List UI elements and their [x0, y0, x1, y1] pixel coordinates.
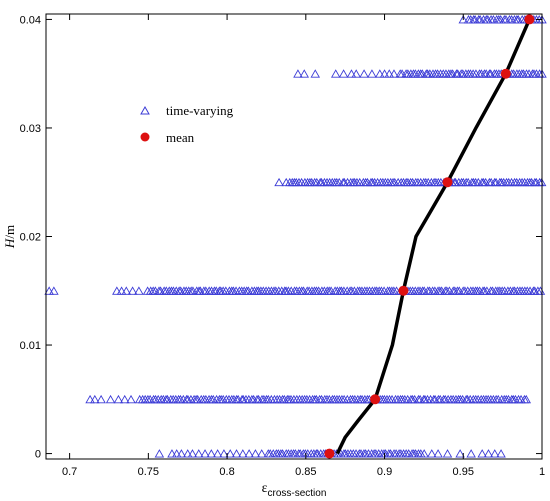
- axes: [45, 13, 543, 460]
- legend-marker-mean: [140, 132, 150, 142]
- point-time-varying: [121, 286, 132, 295]
- point-time-varying: [49, 286, 59, 295]
- point-time-varying: [238, 449, 248, 458]
- point-mean: [370, 394, 381, 405]
- x-tick-label: 0.85: [295, 466, 316, 478]
- point-time-varying: [182, 449, 193, 458]
- y-tick-label: 0.03: [20, 123, 41, 135]
- point-time-varying: [310, 69, 321, 78]
- point-time-varying: [442, 449, 453, 458]
- y-tick-label: 0.04: [20, 14, 41, 26]
- x-tick-label: 0.75: [138, 466, 159, 478]
- x-tick-label: 0.95: [453, 466, 474, 478]
- point-mean: [500, 68, 511, 79]
- point-time-varying: [44, 286, 54, 295]
- y-axis-symbol: H: [2, 238, 17, 249]
- y-axis-unit: /m: [2, 225, 17, 239]
- x-tick-label: 1: [539, 466, 545, 478]
- point-time-varying: [489, 449, 500, 458]
- x-axis-label: εcross-section: [262, 481, 327, 499]
- point-time-varying: [367, 69, 377, 78]
- point-time-varying: [244, 449, 254, 458]
- legend-label-mean: mean: [166, 130, 195, 145]
- marks-layer: [44, 14, 547, 459]
- point-time-varying: [299, 69, 310, 78]
- point-time-varying: [85, 394, 95, 404]
- point-time-varying: [105, 394, 116, 404]
- point-time-varying: [119, 394, 130, 404]
- profile-curve: [335, 18, 532, 455]
- y-tick-label: 0.01: [20, 340, 41, 352]
- x-tick-label: 0.7: [62, 466, 77, 478]
- point-time-varying: [359, 69, 369, 78]
- point-time-varying: [90, 394, 100, 404]
- point-time-varying: [455, 449, 465, 458]
- point-time-varying: [112, 286, 122, 295]
- point-time-varying: [458, 15, 469, 24]
- point-time-varying: [225, 449, 236, 458]
- point-time-varying: [171, 449, 182, 458]
- point-time-varying: [351, 69, 361, 78]
- legend: time-varying mean: [140, 103, 234, 145]
- point-time-varying: [126, 394, 136, 404]
- point-time-varying: [293, 69, 303, 78]
- point-time-varying: [379, 69, 390, 78]
- point-time-varying: [96, 394, 106, 404]
- point-mean: [324, 448, 335, 459]
- point-time-varying: [113, 394, 124, 404]
- point-time-varying: [212, 449, 223, 458]
- x-tick-label: 0.8: [219, 466, 234, 478]
- x-tick-label: 0.9: [377, 466, 392, 478]
- point-time-varying: [200, 449, 210, 458]
- y-tick-label: 0.02: [20, 232, 41, 244]
- point-time-varying: [274, 177, 284, 187]
- point-time-varying: [187, 449, 198, 458]
- point-time-varying: [127, 286, 138, 295]
- point-time-varying: [219, 449, 229, 458]
- point-time-varying: [496, 449, 506, 458]
- point-mean: [398, 285, 409, 296]
- point-time-varying: [250, 449, 261, 458]
- point-time-varying: [330, 69, 341, 78]
- point-time-varying: [389, 69, 399, 78]
- point-time-varying: [384, 69, 395, 78]
- ticks: 0.7 0.75 0.8 0.85 0.9 0.95 1 0 0.01 0.02 0.03 0.04: [20, 14, 545, 478]
- point-time-varying: [427, 449, 437, 458]
- point-time-varying: [116, 286, 127, 295]
- point-time-varying: [477, 449, 487, 458]
- point-time-varying: [256, 449, 267, 458]
- point-time-varying: [466, 449, 476, 458]
- y-tick-label: 0: [35, 449, 41, 461]
- x-axis-symbol: ε: [262, 481, 268, 496]
- point-mean: [442, 177, 453, 188]
- point-time-varying: [231, 449, 242, 458]
- point-time-varying: [176, 449, 187, 458]
- series-time-varying: [44, 15, 547, 458]
- point-time-varying: [167, 449, 177, 458]
- point-time-varying: [375, 69, 385, 78]
- point-time-varying: [433, 449, 443, 458]
- point-time-varying: [154, 449, 165, 458]
- legend-marker-time-varying: [140, 105, 150, 115]
- x-axis-subscript: cross-section: [267, 488, 326, 499]
- point-time-varying: [483, 449, 494, 458]
- legend-label-time-varying: time-varying: [166, 103, 234, 118]
- point-time-varying: [338, 69, 349, 78]
- point-time-varying: [346, 69, 357, 78]
- point-time-varying: [193, 449, 204, 458]
- point-time-varying: [206, 449, 217, 458]
- y-axis-label: H/m: [2, 225, 17, 249]
- point-time-varying: [521, 394, 532, 404]
- point-time-varying: [419, 449, 429, 458]
- point-time-varying: [134, 286, 144, 295]
- plot-frame: [45, 13, 543, 460]
- point-mean: [524, 14, 535, 25]
